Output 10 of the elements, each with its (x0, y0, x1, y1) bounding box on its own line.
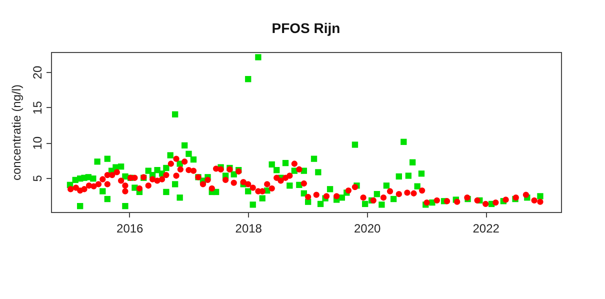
y-tick-label: 5 (30, 174, 44, 182)
y-axis-title: concentratie (ng/l) (10, 84, 24, 181)
x-tick-label: 2016 (116, 222, 144, 236)
y-tick-label: 20 (30, 66, 44, 80)
y-tick-label: 10 (30, 136, 44, 150)
x-tick-label: 2020 (354, 222, 382, 236)
chart-title: PFOS Rijn (272, 20, 340, 36)
y-tick-label: 15 (30, 100, 44, 114)
x-tick-label: 2022 (472, 222, 500, 236)
x-tick-label: 2018 (235, 222, 262, 236)
